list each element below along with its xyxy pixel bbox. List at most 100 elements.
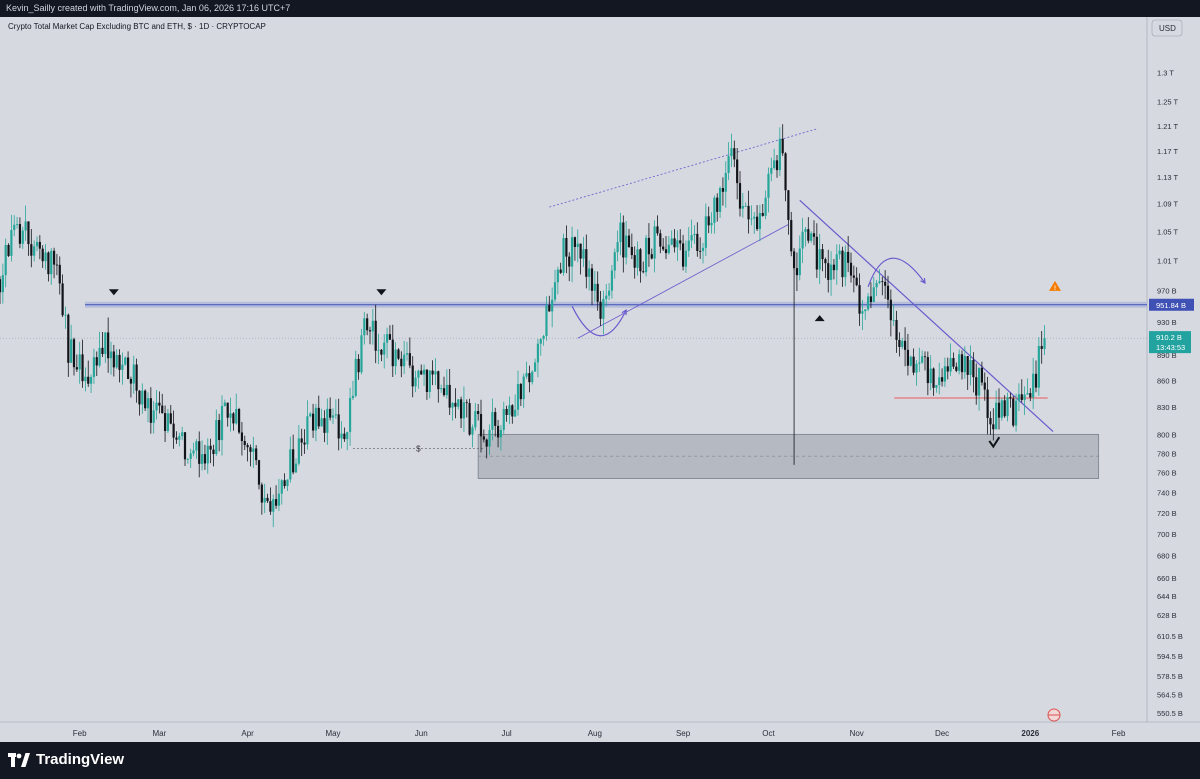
- candle-body: [357, 358, 360, 373]
- marker-down-feb: [108, 289, 119, 296]
- candle-body: [237, 409, 241, 433]
- candle-body: [935, 385, 938, 388]
- candle-body: [272, 499, 275, 512]
- candle-body: [459, 399, 463, 419]
- candle-body: [551, 299, 554, 312]
- currency-button: [1151, 19, 1183, 37]
- candle-body: [1017, 394, 1021, 401]
- brand-bar: TradingView: [0, 742, 1200, 779]
- candle-body: [440, 388, 443, 390]
- currency-label: USD: [1159, 24, 1176, 33]
- candle-body: [95, 357, 98, 366]
- candle-body: [1023, 394, 1026, 401]
- candle-body: [454, 402, 457, 407]
- price-tick-label: 760 B: [1157, 469, 1177, 478]
- candle-body: [337, 414, 340, 439]
- candle-body: [314, 407, 318, 431]
- price-tick-label: 660 B: [1157, 574, 1177, 583]
- level-price-label: 951.84 B: [1156, 301, 1186, 310]
- price-axis: 1.3 T 1.25 T 1.21 T 1.17 T 1.13 T 1.09 T 1.05 …: [1157, 68, 1183, 718]
- candle-body: [1029, 393, 1032, 398]
- candle-body: [949, 358, 952, 372]
- candle-body: [274, 499, 278, 506]
- candle-body: [533, 362, 537, 372]
- candle-body: [898, 339, 901, 347]
- candle-body: [727, 156, 730, 173]
- candle-body: [730, 148, 733, 157]
- candle-body: [972, 360, 975, 378]
- candle-body: [590, 268, 594, 291]
- candle-body: [306, 416, 309, 445]
- candle-body: [380, 349, 383, 355]
- candle-body: [428, 370, 431, 392]
- candle-body: [405, 353, 409, 355]
- candle-body: [775, 160, 779, 171]
- candle-body: [607, 290, 611, 296]
- candle-body: [189, 453, 192, 460]
- candle-body: [87, 376, 90, 384]
- candle-body: [995, 402, 998, 430]
- candle-body: [109, 351, 113, 359]
- time-tick-label: 2026: [1021, 729, 1039, 738]
- candle-body: [903, 340, 907, 350]
- candle-body: [15, 224, 19, 225]
- tradingview-logo[interactable]: TradingView: [8, 751, 124, 768]
- candle-body: [835, 254, 838, 271]
- candle-body: [44, 252, 47, 262]
- candle-body: [35, 241, 39, 247]
- candle-body: [946, 366, 949, 372]
- candle-body: [701, 247, 705, 252]
- candle-body: [149, 398, 152, 423]
- candle-body: [198, 441, 201, 464]
- candle-body: [366, 318, 369, 331]
- candle-body: [642, 271, 645, 273]
- candle-body: [457, 399, 460, 407]
- candle-body: [784, 153, 787, 191]
- candle-body: [693, 233, 696, 236]
- candle-body: [431, 370, 434, 375]
- candle-body: [747, 205, 750, 220]
- channel-upper-line: [549, 128, 817, 208]
- current-price-tag: [1149, 331, 1191, 354]
- candle-body: [112, 351, 115, 368]
- candle-body: [331, 415, 335, 418]
- candle-body: [186, 459, 189, 460]
- candle-body: [218, 420, 221, 441]
- price-tick-label: 564.5 B: [1157, 690, 1183, 699]
- candle-body: [138, 390, 141, 405]
- bounce-arrow: [571, 305, 627, 337]
- current-price-label: 910.2 B: [1156, 333, 1182, 342]
- candle-body: [773, 160, 776, 169]
- candle-body: [912, 356, 915, 373]
- candle-body: [18, 224, 22, 244]
- candle-body: [30, 244, 33, 256]
- candle-body: [559, 269, 562, 273]
- candle-body: [881, 281, 884, 283]
- tradingview-logo-icon: [8, 752, 30, 767]
- candle-body: [107, 332, 110, 359]
- time-tick-label: Aug: [588, 729, 602, 738]
- candle-body: [764, 197, 767, 216]
- candle-body: [311, 413, 315, 431]
- candle-body: [864, 309, 867, 312]
- candle-body: [482, 436, 485, 440]
- candle-body: [508, 405, 511, 415]
- candle-body: [923, 356, 927, 358]
- candle-body: [1037, 346, 1040, 388]
- candle-body: [343, 433, 346, 440]
- candle-body: [593, 283, 596, 291]
- candle-body: [832, 264, 836, 271]
- candle-body: [602, 298, 605, 319]
- candle-body: [61, 283, 64, 316]
- time-tick-label: Jul: [501, 729, 511, 738]
- price-tick-label: 610.5 B: [1157, 632, 1183, 641]
- candle-body: [815, 236, 818, 270]
- candle-body: [445, 384, 448, 396]
- candle-body: [963, 356, 966, 373]
- warning-icon: [1049, 280, 1061, 291]
- candle-body: [753, 216, 756, 219]
- candle-body: [884, 281, 887, 286]
- chart-title: Crypto Total Market Cap Excluding BTC an…: [8, 22, 266, 31]
